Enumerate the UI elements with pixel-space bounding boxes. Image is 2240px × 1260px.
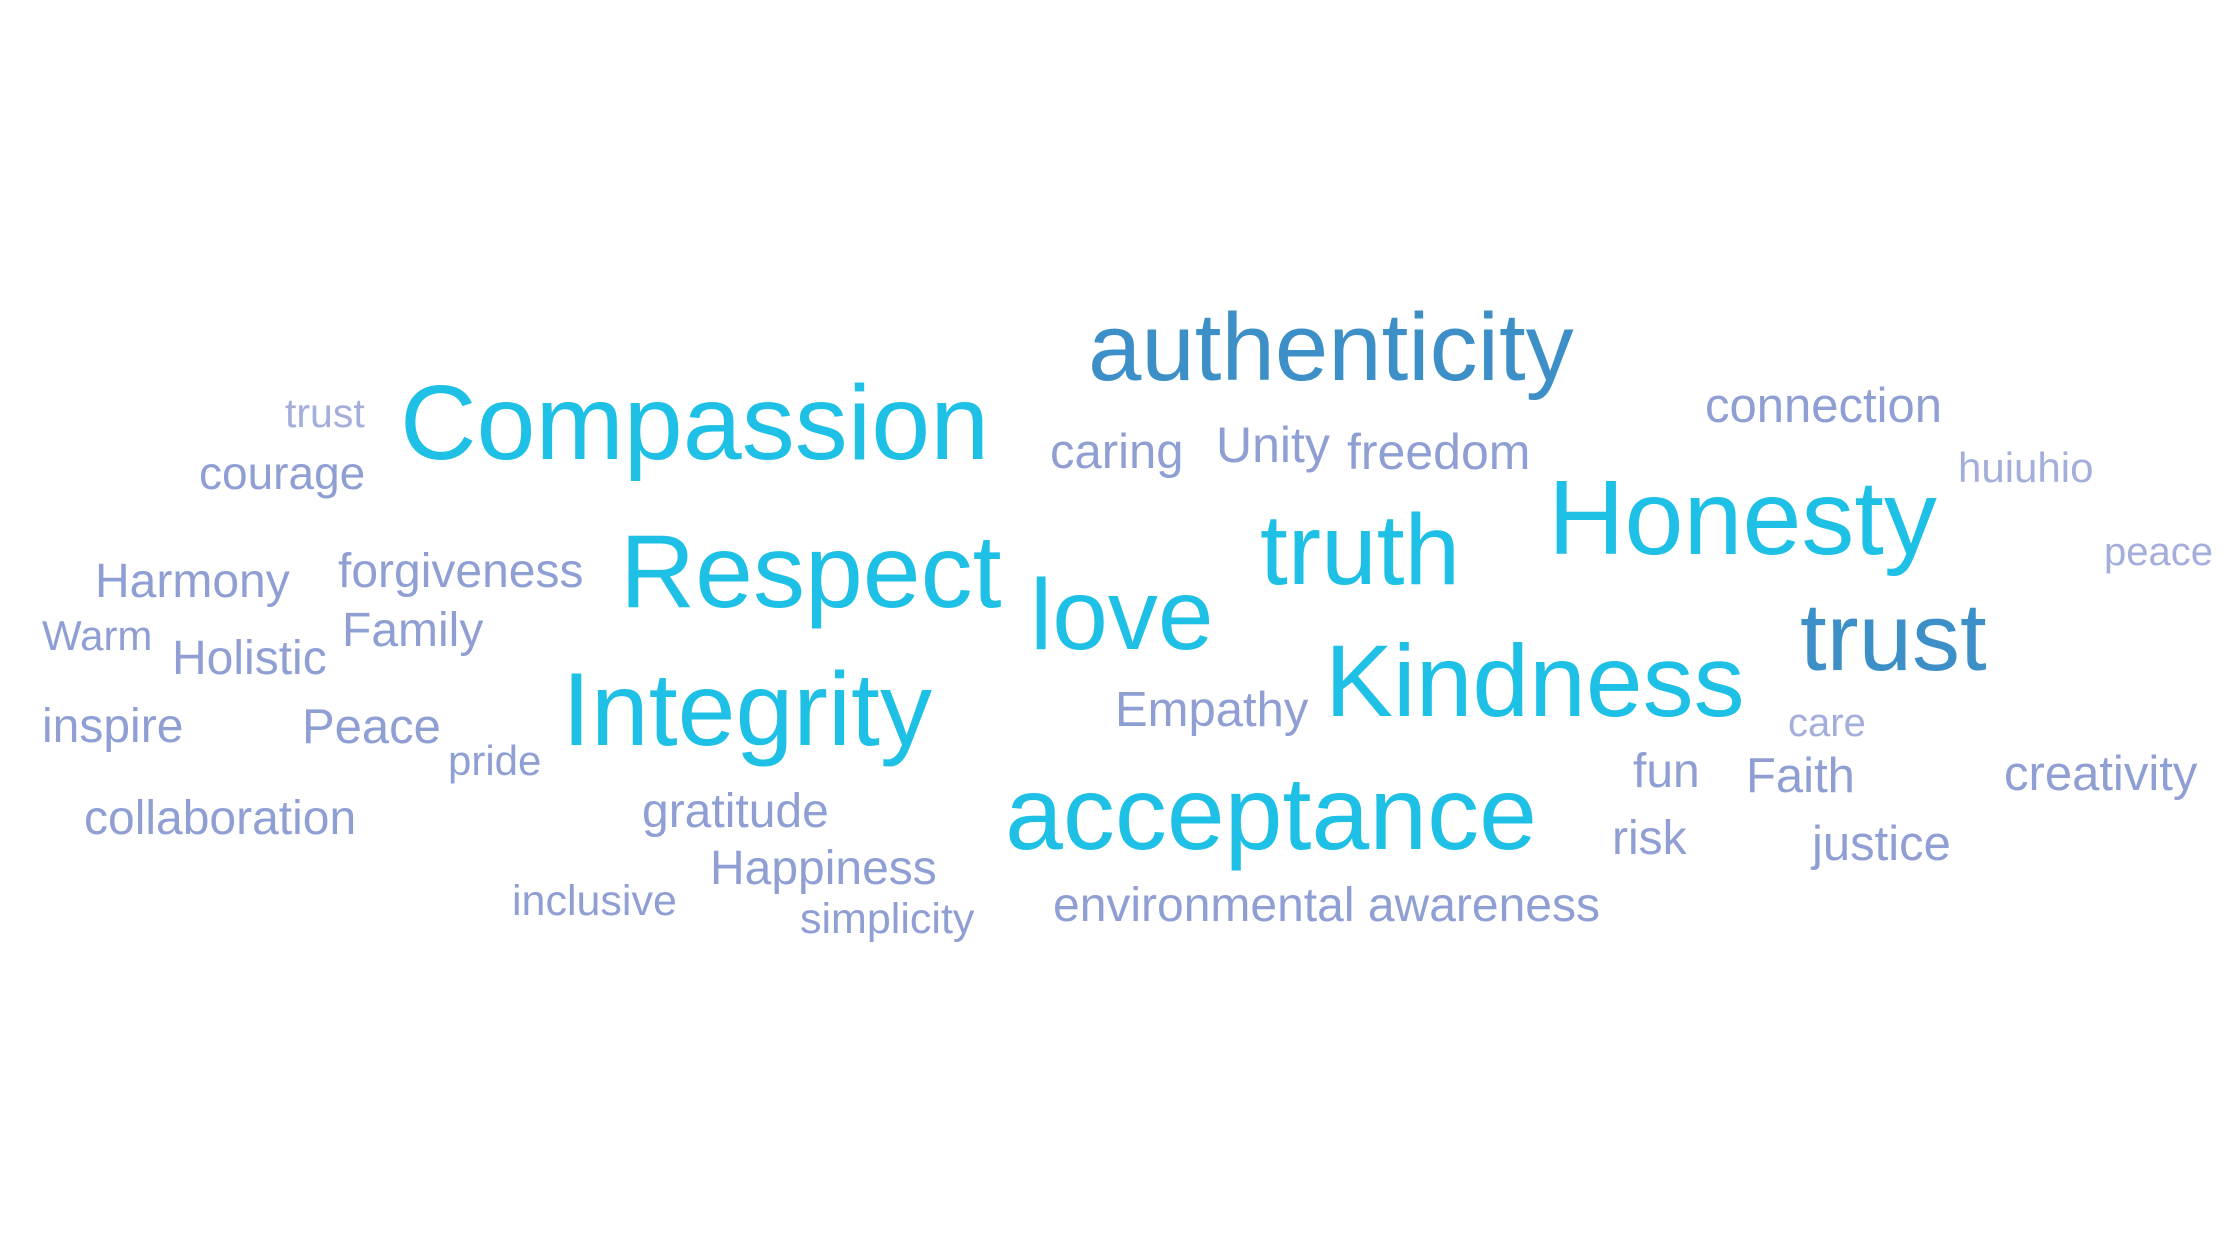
- word-huiuhio: huiuhio: [1958, 444, 2094, 491]
- word-trust-big: trust: [1800, 584, 1987, 691]
- word-warm: Warm: [42, 612, 153, 659]
- word-connection: connection: [1705, 379, 1943, 433]
- word-respect: Respect: [620, 514, 1002, 630]
- word-faith: Faith: [1746, 749, 1855, 803]
- word-integrity: Integrity: [562, 652, 932, 768]
- word-love: love: [1030, 559, 1214, 671]
- word-justice: justice: [1812, 817, 1951, 871]
- word-collaboration: collaboration: [84, 792, 357, 845]
- word-forgiveness: forgiveness: [338, 545, 584, 598]
- word-inclusive: inclusive: [512, 877, 677, 925]
- word-peace-small: peace: [2104, 530, 2213, 574]
- word-honesty: Honesty: [1548, 459, 1937, 577]
- word-harmony: Harmony: [95, 555, 290, 608]
- word-acceptance: acceptance: [1005, 756, 1537, 872]
- word-environmental-awareness: environmental awareness: [1053, 879, 1600, 932]
- word-family: Family: [342, 604, 484, 657]
- word-freedom: freedom: [1347, 424, 1531, 480]
- word-courage: courage: [199, 447, 366, 499]
- word-empathy: Empathy: [1115, 683, 1309, 737]
- word-holistic: Holistic: [172, 632, 327, 685]
- word-compassion: Compassion: [400, 364, 990, 482]
- word-truth: truth: [1260, 494, 1461, 606]
- word-unity: Unity: [1216, 417, 1330, 473]
- word-fun: fun: [1633, 745, 1700, 798]
- word-simplicity: simplicity: [800, 895, 975, 943]
- word-gratitude: gratitude: [642, 785, 829, 838]
- word-authenticity: authenticity: [1088, 294, 1574, 401]
- word-care: care: [1788, 701, 1866, 745]
- word-trust-small: trust: [285, 390, 365, 436]
- word-risk: risk: [1612, 812, 1687, 865]
- word-peace-mid: Peace: [302, 700, 441, 754]
- word-pride: pride: [448, 737, 542, 784]
- word-happiness: Happiness: [710, 842, 937, 895]
- word-creativity: creativity: [2004, 747, 2198, 801]
- word-caring: caring: [1050, 425, 1184, 479]
- word-inspire: inspire: [42, 700, 184, 753]
- word-kindness: Kindness: [1325, 624, 1745, 738]
